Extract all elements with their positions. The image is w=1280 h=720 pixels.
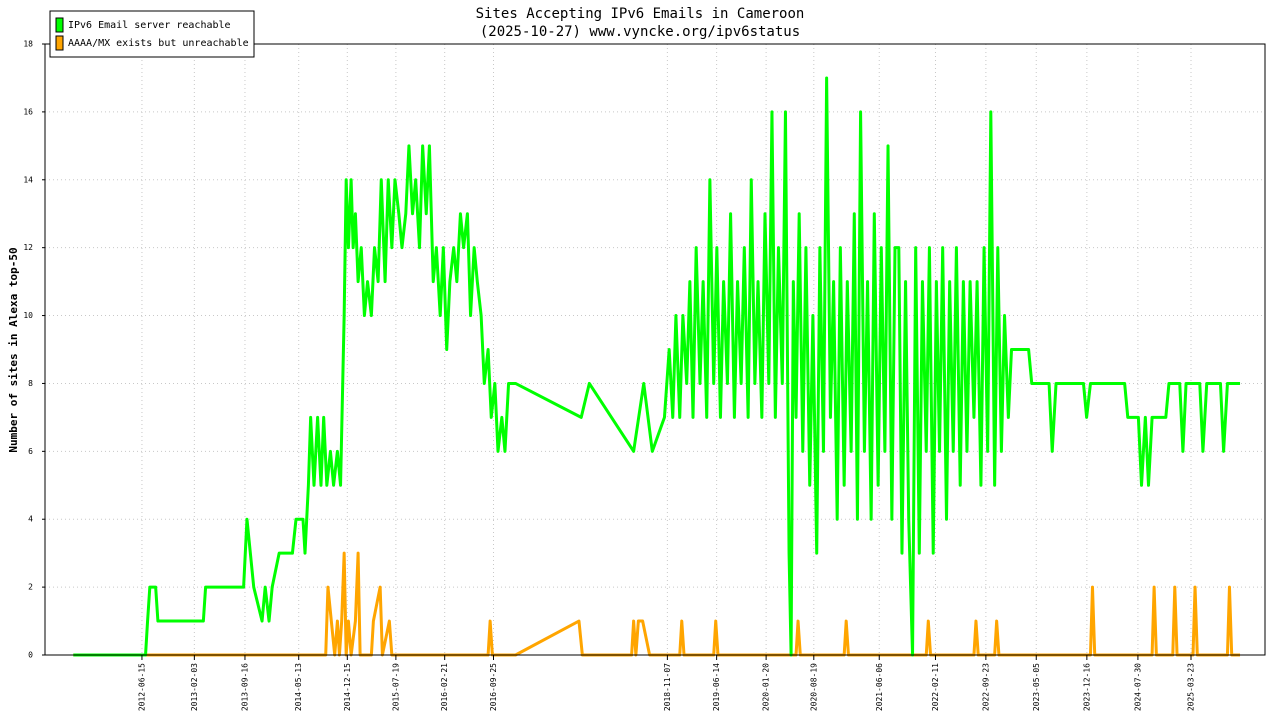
- y-axis-label: Number of sites in Alexa top-50: [7, 247, 20, 452]
- x-tick-label: 2014-05-13: [294, 663, 303, 711]
- legend: IPv6 Email server reachable AAAA/MX exist…: [49, 10, 255, 58]
- x-tick-label: 2020-08-19: [809, 663, 818, 711]
- x-tick-label: 2020-01-20: [762, 663, 771, 711]
- y-tick-label: 10: [23, 311, 33, 320]
- x-tick-label: 2022-09-23: [981, 663, 990, 711]
- x-tick-label: 2025-03-23: [1186, 663, 1195, 711]
- plot-lines: [73, 76, 1241, 657]
- y-tick-label: 0: [28, 651, 33, 660]
- x-tick-label: 2022-02-11: [931, 663, 940, 711]
- x-tick-label: 2023-05-05: [1032, 663, 1041, 711]
- x-tick-label: 2015-07-19: [391, 663, 400, 711]
- x-tick-label: 2014-12-15: [343, 663, 352, 711]
- legend-label: IPv6 Email server reachable: [68, 20, 231, 31]
- legend-swatch: [55, 17, 64, 33]
- axes: 0 2 4 6 8 10 12 14 16 18 2012-06-15 2013-02-03 2013-…: [23, 40, 1195, 712]
- legend-box: [49, 10, 255, 58]
- x-tick-label: 2013-02-03: [190, 663, 199, 711]
- x-tick-label: 2023-12-16: [1082, 663, 1091, 711]
- series-line: [73, 76, 1241, 657]
- y-tick-label: 8: [28, 379, 33, 388]
- y-tick-label: 14: [23, 175, 33, 184]
- legend-swatch: [55, 35, 64, 51]
- chart-subtitle: (2025-10-27) www.vyncke.org/ipv6status: [480, 24, 800, 40]
- chart-title: Sites Accepting IPv6 Emails in Cameroon: [476, 6, 805, 22]
- x-tick-label: 2012-06-15: [137, 663, 146, 711]
- y-tick-label: 2: [28, 583, 33, 592]
- x-tick-label: 2016-02-21: [440, 663, 449, 711]
- x-tick-label: 2013-09-16: [240, 663, 249, 711]
- x-tick-label: 2019-06-14: [712, 663, 721, 711]
- y-tick-label: 16: [23, 107, 33, 116]
- legend-label: AAAA/MX exists but unreachable: [68, 38, 249, 49]
- plot-frame: [44, 43, 1266, 656]
- series-line: [73, 551, 1241, 657]
- y-tick-label: 4: [28, 515, 33, 524]
- y-tick-label: 6: [28, 447, 33, 456]
- x-tick-label: 2021-06-06: [875, 663, 884, 711]
- x-tick-label: 2018-11-07: [663, 663, 672, 711]
- x-tick-label: 2024-07-30: [1133, 663, 1142, 711]
- y-tick-label: 18: [23, 40, 33, 49]
- x-tick-label: 2016-09-25: [489, 663, 498, 711]
- y-tick-label: 12: [23, 243, 33, 252]
